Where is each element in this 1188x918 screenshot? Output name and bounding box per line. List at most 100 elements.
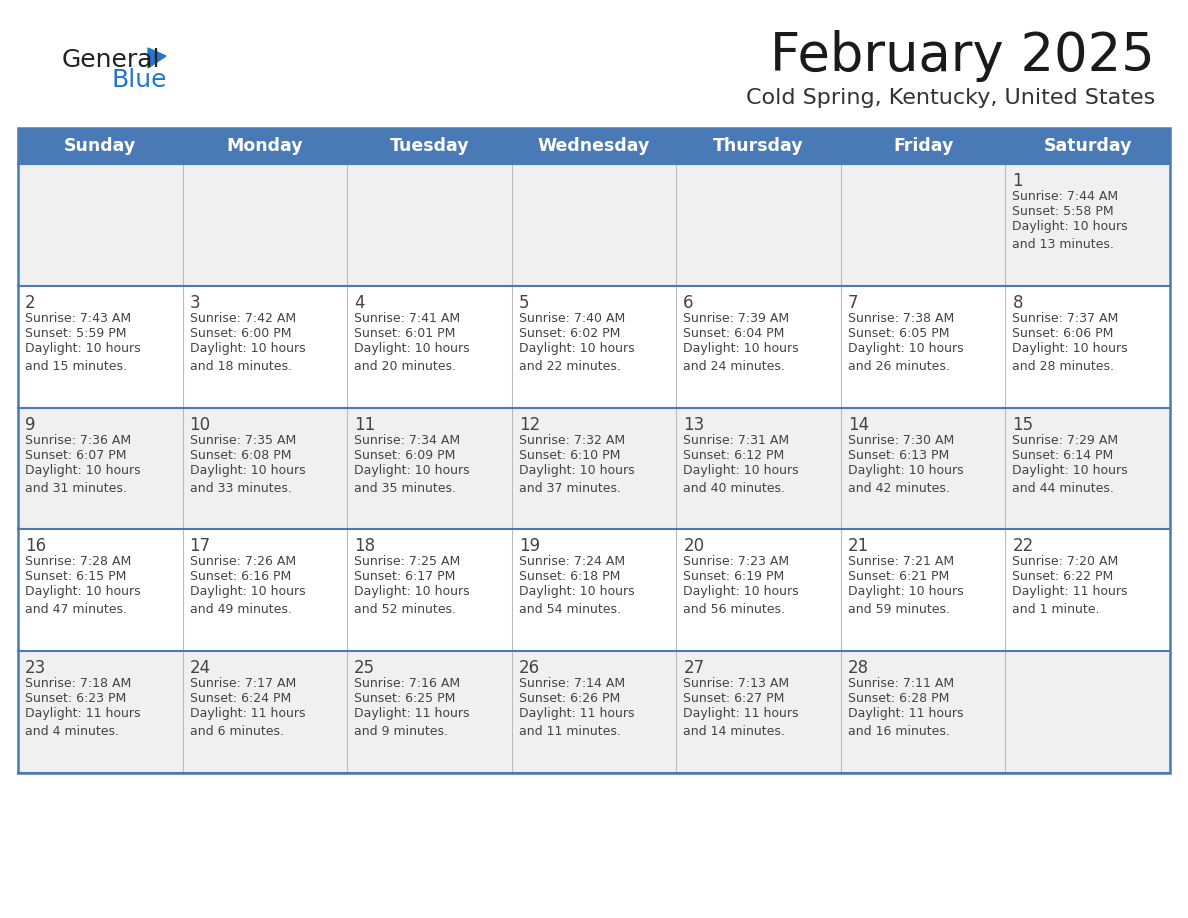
Text: Daylight: 10 hours
and 28 minutes.: Daylight: 10 hours and 28 minutes.	[1012, 341, 1129, 373]
Text: Sunrise: 7:42 AM: Sunrise: 7:42 AM	[190, 312, 296, 325]
Text: 21: 21	[848, 537, 870, 555]
Text: Daylight: 10 hours
and 54 minutes.: Daylight: 10 hours and 54 minutes.	[519, 586, 634, 616]
Text: Daylight: 10 hours
and 49 minutes.: Daylight: 10 hours and 49 minutes.	[190, 586, 305, 616]
Text: Daylight: 10 hours
and 35 minutes.: Daylight: 10 hours and 35 minutes.	[354, 464, 469, 495]
Text: Sunrise: 7:18 AM: Sunrise: 7:18 AM	[25, 677, 131, 690]
Text: Sunrise: 7:28 AM: Sunrise: 7:28 AM	[25, 555, 131, 568]
Text: Daylight: 10 hours
and 37 minutes.: Daylight: 10 hours and 37 minutes.	[519, 464, 634, 495]
Text: 16: 16	[25, 537, 46, 555]
Text: Sunset: 6:28 PM: Sunset: 6:28 PM	[848, 692, 949, 705]
Text: 24: 24	[190, 659, 210, 677]
Text: Sunrise: 7:36 AM: Sunrise: 7:36 AM	[25, 433, 131, 446]
Text: Sunrise: 7:13 AM: Sunrise: 7:13 AM	[683, 677, 789, 690]
Text: Sunset: 6:06 PM: Sunset: 6:06 PM	[1012, 327, 1114, 340]
Text: Sunset: 6:25 PM: Sunset: 6:25 PM	[354, 692, 455, 705]
Bar	[18, 651, 1170, 773]
Text: Sunset: 6:00 PM: Sunset: 6:00 PM	[190, 327, 291, 340]
Text: Sunrise: 7:32 AM: Sunrise: 7:32 AM	[519, 433, 625, 446]
Text: 28: 28	[848, 659, 868, 677]
Text: Daylight: 10 hours
and 26 minutes.: Daylight: 10 hours and 26 minutes.	[848, 341, 963, 373]
Text: Sunset: 6:26 PM: Sunset: 6:26 PM	[519, 692, 620, 705]
Text: Sunset: 6:14 PM: Sunset: 6:14 PM	[1012, 449, 1113, 462]
Text: General: General	[62, 48, 160, 72]
Text: Daylight: 10 hours
and 22 minutes.: Daylight: 10 hours and 22 minutes.	[519, 341, 634, 373]
Text: Daylight: 11 hours
and 1 minute.: Daylight: 11 hours and 1 minute.	[1012, 586, 1127, 616]
Text: Sunrise: 7:29 AM: Sunrise: 7:29 AM	[1012, 433, 1119, 446]
Text: 9: 9	[25, 416, 36, 433]
Text: Daylight: 10 hours
and 13 minutes.: Daylight: 10 hours and 13 minutes.	[1012, 220, 1129, 251]
Text: Sunset: 6:15 PM: Sunset: 6:15 PM	[25, 570, 126, 584]
Text: Sunset: 6:23 PM: Sunset: 6:23 PM	[25, 692, 126, 705]
Text: 12: 12	[519, 416, 541, 433]
Text: Sunday: Sunday	[64, 137, 137, 155]
Text: Sunset: 6:10 PM: Sunset: 6:10 PM	[519, 449, 620, 462]
Text: Sunrise: 7:31 AM: Sunrise: 7:31 AM	[683, 433, 789, 446]
Text: 11: 11	[354, 416, 375, 433]
Text: Sunrise: 7:39 AM: Sunrise: 7:39 AM	[683, 312, 789, 325]
Text: Daylight: 10 hours
and 31 minutes.: Daylight: 10 hours and 31 minutes.	[25, 464, 140, 495]
Text: 3: 3	[190, 294, 201, 312]
Text: Sunset: 6:08 PM: Sunset: 6:08 PM	[190, 449, 291, 462]
Text: Daylight: 11 hours
and 16 minutes.: Daylight: 11 hours and 16 minutes.	[848, 707, 963, 738]
Text: 22: 22	[1012, 537, 1034, 555]
Text: February 2025: February 2025	[770, 30, 1155, 82]
Text: 6: 6	[683, 294, 694, 312]
Text: Sunrise: 7:40 AM: Sunrise: 7:40 AM	[519, 312, 625, 325]
Text: Daylight: 11 hours
and 4 minutes.: Daylight: 11 hours and 4 minutes.	[25, 707, 140, 738]
Text: Sunrise: 7:24 AM: Sunrise: 7:24 AM	[519, 555, 625, 568]
Text: Sunset: 6:05 PM: Sunset: 6:05 PM	[848, 327, 949, 340]
Text: Sunset: 6:02 PM: Sunset: 6:02 PM	[519, 327, 620, 340]
Text: 17: 17	[190, 537, 210, 555]
Text: Friday: Friday	[893, 137, 953, 155]
Text: Daylight: 10 hours
and 56 minutes.: Daylight: 10 hours and 56 minutes.	[683, 586, 798, 616]
Text: Thursday: Thursday	[713, 137, 804, 155]
Polygon shape	[148, 48, 166, 68]
Text: Sunset: 5:58 PM: Sunset: 5:58 PM	[1012, 205, 1114, 218]
Text: Daylight: 10 hours
and 15 minutes.: Daylight: 10 hours and 15 minutes.	[25, 341, 140, 373]
Text: Sunset: 6:18 PM: Sunset: 6:18 PM	[519, 570, 620, 584]
Text: Daylight: 11 hours
and 11 minutes.: Daylight: 11 hours and 11 minutes.	[519, 707, 634, 738]
Text: Daylight: 10 hours
and 52 minutes.: Daylight: 10 hours and 52 minutes.	[354, 586, 469, 616]
Text: 2: 2	[25, 294, 36, 312]
Text: Sunset: 6:22 PM: Sunset: 6:22 PM	[1012, 570, 1113, 584]
Text: Sunrise: 7:20 AM: Sunrise: 7:20 AM	[1012, 555, 1119, 568]
Text: Daylight: 10 hours
and 20 minutes.: Daylight: 10 hours and 20 minutes.	[354, 341, 469, 373]
Bar	[18, 128, 1170, 773]
Bar	[18, 285, 1170, 408]
Text: 5: 5	[519, 294, 529, 312]
Text: Monday: Monday	[227, 137, 303, 155]
Text: Sunrise: 7:16 AM: Sunrise: 7:16 AM	[354, 677, 460, 690]
Text: Daylight: 10 hours
and 33 minutes.: Daylight: 10 hours and 33 minutes.	[190, 464, 305, 495]
Text: Sunset: 6:21 PM: Sunset: 6:21 PM	[848, 570, 949, 584]
Text: Sunset: 6:19 PM: Sunset: 6:19 PM	[683, 570, 784, 584]
Text: 18: 18	[354, 537, 375, 555]
Text: Daylight: 11 hours
and 6 minutes.: Daylight: 11 hours and 6 minutes.	[190, 707, 305, 738]
Text: Daylight: 11 hours
and 14 minutes.: Daylight: 11 hours and 14 minutes.	[683, 707, 798, 738]
Text: Daylight: 10 hours
and 40 minutes.: Daylight: 10 hours and 40 minutes.	[683, 464, 798, 495]
Text: Sunrise: 7:14 AM: Sunrise: 7:14 AM	[519, 677, 625, 690]
Text: 1: 1	[1012, 172, 1023, 190]
Text: Daylight: 11 hours
and 9 minutes.: Daylight: 11 hours and 9 minutes.	[354, 707, 469, 738]
Text: Daylight: 10 hours
and 59 minutes.: Daylight: 10 hours and 59 minutes.	[848, 586, 963, 616]
Text: Sunrise: 7:35 AM: Sunrise: 7:35 AM	[190, 433, 296, 446]
Text: 20: 20	[683, 537, 704, 555]
Text: Sunrise: 7:43 AM: Sunrise: 7:43 AM	[25, 312, 131, 325]
Text: 23: 23	[25, 659, 46, 677]
Text: 15: 15	[1012, 416, 1034, 433]
Bar	[18, 164, 1170, 285]
Text: Sunrise: 7:23 AM: Sunrise: 7:23 AM	[683, 555, 789, 568]
Text: Saturday: Saturday	[1043, 137, 1132, 155]
Text: Sunrise: 7:17 AM: Sunrise: 7:17 AM	[190, 677, 296, 690]
Text: Sunset: 5:59 PM: Sunset: 5:59 PM	[25, 327, 126, 340]
Text: 14: 14	[848, 416, 868, 433]
Text: 25: 25	[354, 659, 375, 677]
Text: Tuesday: Tuesday	[390, 137, 469, 155]
Text: Sunset: 6:01 PM: Sunset: 6:01 PM	[354, 327, 455, 340]
Text: Sunrise: 7:44 AM: Sunrise: 7:44 AM	[1012, 190, 1119, 203]
Text: Sunset: 6:16 PM: Sunset: 6:16 PM	[190, 570, 291, 584]
Text: Sunset: 6:04 PM: Sunset: 6:04 PM	[683, 327, 784, 340]
Text: Daylight: 10 hours
and 44 minutes.: Daylight: 10 hours and 44 minutes.	[1012, 464, 1129, 495]
Text: Sunrise: 7:37 AM: Sunrise: 7:37 AM	[1012, 312, 1119, 325]
Text: 10: 10	[190, 416, 210, 433]
Text: 4: 4	[354, 294, 365, 312]
